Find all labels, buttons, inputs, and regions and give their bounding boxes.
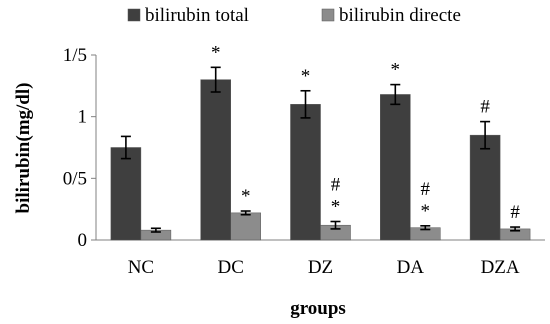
- x-tick-label: DZA: [481, 257, 520, 278]
- bar: [110, 147, 142, 241]
- significance-marker: *: [391, 60, 401, 81]
- legend-swatch: [321, 8, 335, 22]
- legend-label: bilirubin directe: [339, 5, 461, 26]
- series-0: ** *#: [110, 42, 501, 241]
- legend: bilirubin total bilirubin directe: [127, 5, 461, 26]
- bars: ** *#* *#*##: [110, 42, 531, 241]
- x-axis-title: groups: [290, 298, 346, 319]
- significance-marker: *: [331, 197, 341, 218]
- x-tick-label: NC: [128, 257, 154, 278]
- x-axis: NC DC DZ DA DZA: [96, 239, 545, 278]
- significance-marker: *: [421, 201, 431, 222]
- x-tick-label: DZ: [308, 257, 333, 278]
- bar: [200, 79, 231, 241]
- significance-marker: #: [480, 97, 490, 118]
- y-tick-label: 1/5: [63, 45, 87, 66]
- series-1: * *#*##: [140, 175, 531, 241]
- significance-marker: *: [211, 42, 221, 63]
- legend-label: bilirubin total: [145, 5, 249, 26]
- significance-marker: #: [421, 179, 431, 200]
- significance-marker: *: [301, 66, 311, 87]
- x-tick-label: DA: [397, 257, 425, 278]
- y-tick-label: 0/5: [63, 168, 87, 189]
- legend-swatch: [127, 8, 141, 22]
- y-tick-label: 0: [78, 230, 88, 251]
- y-axis-title: bilirubin(mg/dl): [13, 83, 34, 214]
- y-axis: 0 0/5 1 1/5: [63, 45, 97, 251]
- bar: [290, 104, 321, 241]
- bar: [380, 94, 411, 241]
- significance-marker: #: [331, 175, 341, 196]
- bar: [469, 134, 501, 241]
- significance-marker: #: [510, 202, 520, 223]
- x-tick-label: DC: [217, 257, 243, 278]
- bar: [230, 212, 261, 241]
- y-tick-label: 1: [78, 107, 88, 128]
- significance-marker: *: [241, 186, 251, 207]
